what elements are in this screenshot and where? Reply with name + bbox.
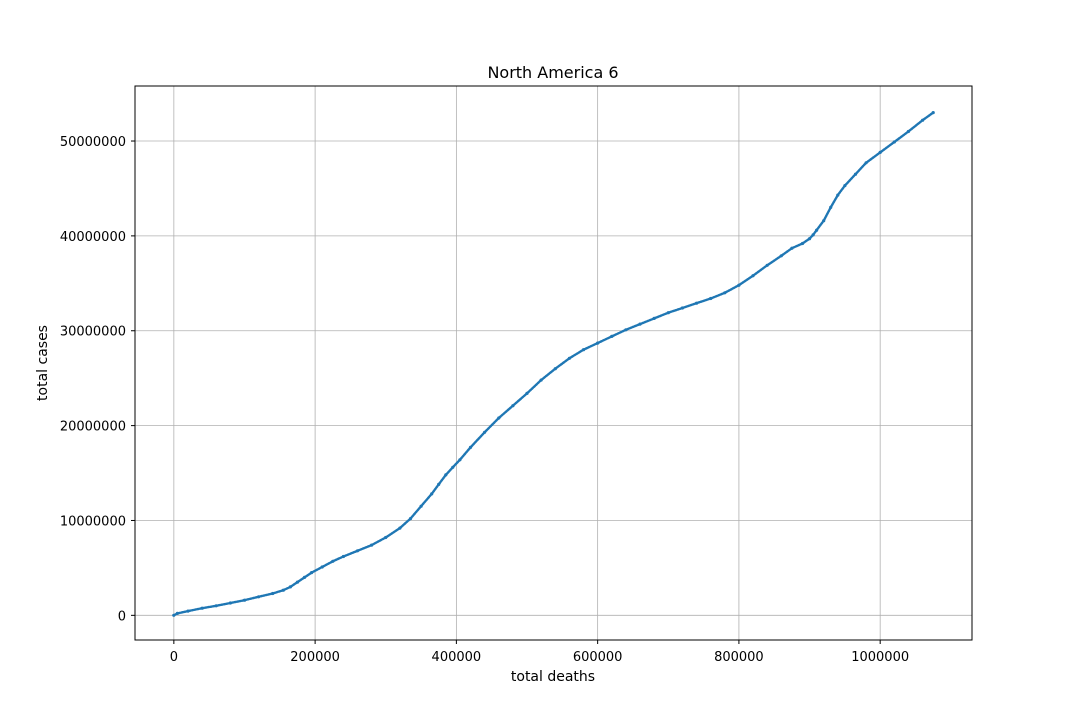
x-tick-label: 800000 — [714, 650, 764, 665]
data-point — [444, 473, 448, 477]
data-point — [437, 482, 441, 486]
data-point — [398, 526, 402, 530]
data-point — [341, 554, 345, 559]
data-point — [652, 316, 656, 320]
data-point — [836, 193, 840, 197]
data-point — [811, 233, 815, 237]
chart-title: North America 6 — [487, 63, 618, 82]
y-axis-ticks: 0 10000000 20000000 30000000 40000000 5000000… — [60, 135, 135, 624]
data-point — [331, 559, 335, 563]
x-tick-label: 1000000 — [851, 650, 909, 665]
data-points — [172, 111, 935, 617]
data-point — [853, 172, 858, 176]
x-tick-label: 200000 — [290, 650, 340, 665]
data-point — [186, 609, 190, 613]
x-axis-label: total deaths — [511, 669, 595, 685]
data-point — [419, 504, 423, 508]
data-point — [288, 585, 292, 589]
data-point — [370, 543, 374, 547]
grid-lines — [135, 86, 972, 640]
data-point — [468, 445, 473, 449]
data-point — [175, 611, 179, 616]
x-tick-label: 400000 — [432, 650, 482, 665]
data-point — [384, 535, 388, 540]
data-point — [878, 150, 882, 154]
data-point — [737, 283, 741, 287]
data-point — [624, 328, 628, 332]
data-point — [320, 565, 324, 569]
data-point — [709, 296, 713, 301]
y-tick-label: 20000000 — [60, 420, 126, 435]
data-point — [281, 588, 285, 592]
data-point — [921, 118, 925, 122]
data-point — [694, 301, 699, 305]
data-point — [302, 575, 307, 580]
data-point — [829, 205, 833, 209]
data-point — [864, 161, 868, 165]
data-point — [242, 598, 247, 602]
data-point — [790, 246, 794, 250]
data-point — [800, 241, 805, 246]
data-point — [815, 228, 819, 232]
data-point — [807, 237, 812, 241]
y-tick-label: 50000000 — [60, 135, 126, 150]
data-point — [355, 549, 360, 553]
data-point — [638, 322, 642, 326]
data-point — [214, 604, 218, 608]
y-tick-label: 30000000 — [60, 325, 126, 340]
data-point — [458, 458, 462, 462]
y-tick-label: 10000000 — [60, 514, 126, 529]
data-point — [581, 348, 586, 352]
data-point — [906, 129, 911, 134]
data-point — [310, 571, 314, 575]
x-axis-ticks: 0 200000 400000 600000 800000 1000000 — [170, 640, 909, 665]
data-point — [408, 517, 413, 521]
data-point — [497, 416, 501, 420]
data-point — [271, 591, 275, 596]
data-point — [539, 378, 543, 382]
data-point — [892, 140, 896, 144]
data-point — [567, 356, 572, 360]
x-tick-label: 600000 — [573, 650, 623, 665]
data-point — [200, 606, 204, 610]
data-point — [228, 601, 232, 605]
data-point — [257, 595, 261, 599]
data-point — [295, 580, 300, 584]
data-point — [779, 254, 783, 258]
y-tick-label: 40000000 — [60, 230, 126, 245]
data-point — [843, 184, 847, 188]
data-point — [610, 334, 614, 338]
data-point — [822, 219, 826, 223]
data-point — [666, 311, 670, 315]
data-point — [483, 430, 487, 434]
data-point — [525, 391, 529, 395]
data-point — [511, 404, 515, 408]
data-point — [451, 465, 455, 469]
data-point — [680, 306, 685, 310]
data-point — [430, 492, 434, 496]
data-point — [765, 263, 769, 267]
data-point — [172, 613, 176, 617]
y-tick-label: 0 — [118, 609, 126, 624]
plot-frame — [134, 85, 973, 641]
data-point — [596, 341, 600, 345]
data-point — [553, 367, 557, 371]
y-axis-label: total cases — [35, 325, 51, 401]
data-point — [723, 291, 727, 295]
data-point — [751, 274, 755, 278]
x-tick-label: 0 — [170, 650, 178, 665]
data-point — [931, 111, 935, 115]
